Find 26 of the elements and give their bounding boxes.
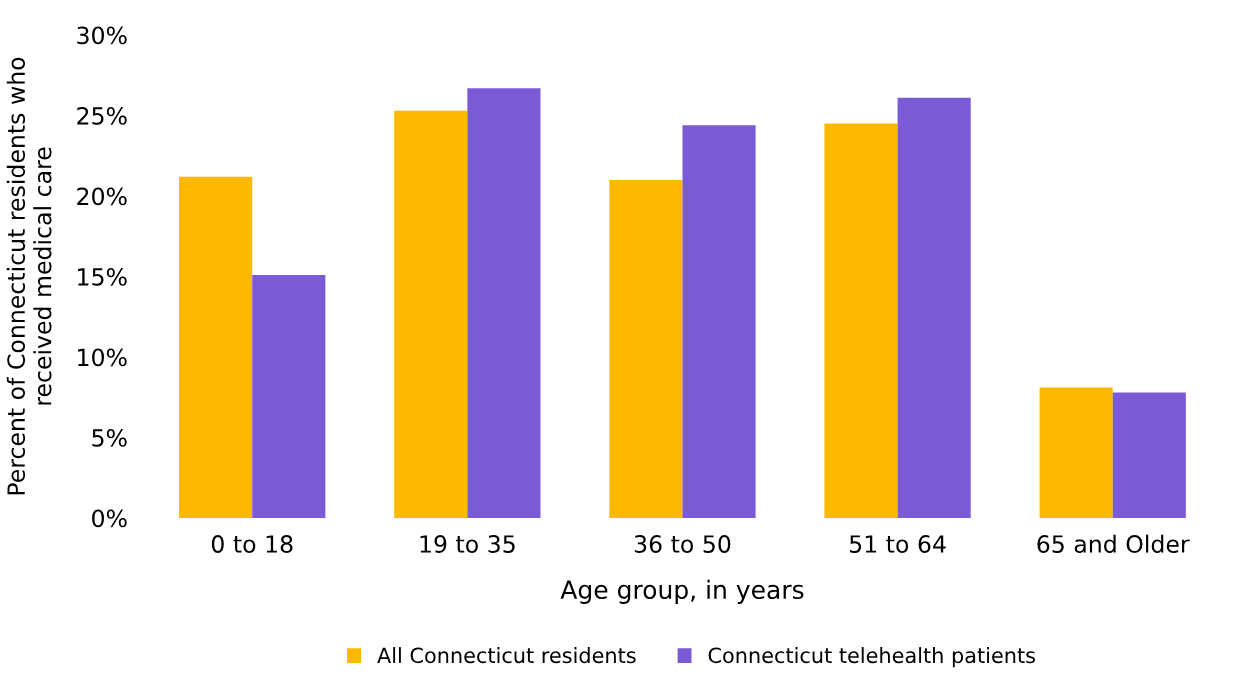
bar (824, 123, 898, 518)
bar (609, 179, 683, 518)
x-tick-label: 0 to 18 (211, 535, 293, 553)
x-tick-label: 36 to 50 (634, 535, 731, 553)
y-tick-label: 15% (78, 267, 127, 286)
y-tick-label: 5% (92, 428, 127, 447)
bar (252, 274, 326, 518)
y-tick-label: 20% (77, 187, 127, 206)
y-tick-label: 10% (78, 348, 127, 367)
bar (179, 176, 253, 518)
y-tick-label: 30% (77, 26, 127, 45)
bar (682, 125, 756, 518)
bar (1112, 392, 1186, 518)
bar (394, 110, 468, 518)
x-axis-title: Age group, in years (560, 579, 804, 604)
x-tick-label: 51 to 64 (850, 535, 946, 553)
legend-label: All Connecticut residents (377, 647, 636, 664)
x-tick-label: 19 to 35 (420, 535, 515, 553)
y-tick-label: 25% (77, 106, 127, 125)
y-tick-label: 0% (92, 509, 127, 528)
x-tick-label: 65 and Older (1037, 534, 1190, 553)
legend-label: Connecticut telehealth patients (708, 647, 1035, 668)
bar (467, 88, 541, 518)
bar (897, 97, 971, 518)
y-axis-title: Percent of Connecticut residents who received medical care (6, 57, 52, 495)
bar (1039, 387, 1113, 518)
